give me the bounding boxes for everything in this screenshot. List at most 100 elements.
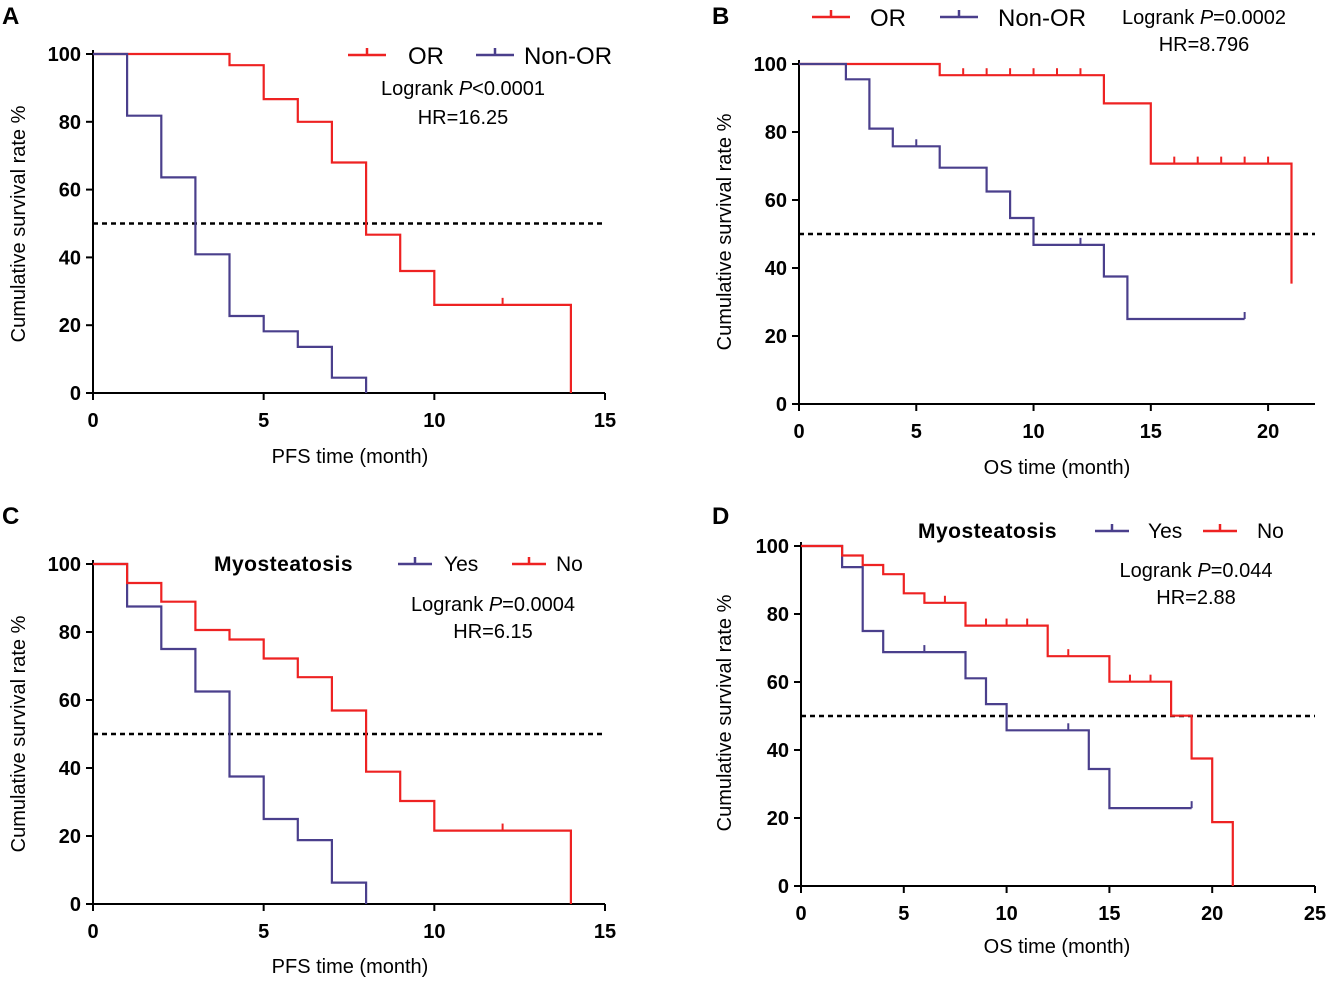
x-tick-label: 15 — [1098, 903, 1120, 925]
legend-label: No — [556, 553, 583, 576]
y-tick-label: 40 — [59, 758, 81, 780]
logrank-text: Logrank P<0.0001 — [381, 78, 545, 100]
survival-curve-yes — [93, 562, 368, 904]
survival-curve-or — [93, 52, 572, 393]
y-tick-label: 0 — [778, 876, 789, 898]
legend-title: Myosteatosis — [214, 553, 353, 576]
x-tick-label: 0 — [795, 903, 806, 925]
hazard-ratio-text: HR=8.796 — [1159, 34, 1250, 56]
x-tick-label: 10 — [423, 410, 445, 432]
logrank-label: Logrank — [1120, 560, 1198, 582]
x-axis-title: OS time (month) — [984, 936, 1131, 958]
logrank-label: Logrank — [1122, 7, 1200, 29]
y-axis-title: Cumulative survival rate % — [8, 105, 30, 342]
y-tick-label: 100 — [754, 54, 787, 76]
legend-title: Myosteatosis — [918, 520, 1057, 543]
logrank-text: Logrank P=0.0004 — [411, 594, 575, 616]
logrank-p-symbol: P — [1200, 7, 1214, 29]
x-tick-label: 0 — [87, 921, 98, 943]
x-tick-label: 25 — [1304, 903, 1326, 925]
legend: Myosteatosis Yes No — [918, 520, 1284, 543]
panel-letter: C — [2, 503, 19, 530]
legend: Myosteatosis Yes No — [214, 553, 583, 576]
y-tick-label: 40 — [767, 740, 789, 762]
logrank-p-value: =0.044 — [1211, 560, 1273, 582]
x-tick-label: 10 — [995, 903, 1017, 925]
x-tick-label: 5 — [258, 410, 269, 432]
x-tick-label: 10 — [423, 921, 445, 943]
legend-label: No — [1257, 520, 1284, 543]
logrank-text: Logrank P=0.044 — [1120, 560, 1273, 582]
y-tick-label: 20 — [59, 315, 81, 337]
y-tick-label: 40 — [765, 258, 787, 280]
x-axis-title: OS time (month) — [984, 457, 1131, 479]
x-tick-label: 0 — [793, 421, 804, 443]
hazard-ratio-text: HR=16.25 — [418, 107, 509, 129]
legend-label: Non-OR — [998, 5, 1086, 32]
logrank-label: Logrank — [411, 594, 489, 616]
y-axis-title: Cumulative survival rate % — [8, 615, 30, 852]
legend-label: Yes — [1148, 520, 1182, 543]
y-tick-label: 100 — [756, 536, 789, 558]
logrank-text: Logrank P=0.0002 — [1122, 7, 1286, 29]
y-tick-label: 20 — [767, 808, 789, 830]
legend-label: OR — [870, 5, 906, 32]
y-tick-label: 100 — [48, 44, 81, 66]
y-tick-label: 80 — [59, 112, 81, 134]
logrank-label: Logrank — [381, 78, 459, 100]
x-tick-label: 15 — [594, 921, 616, 943]
y-axis-title: Cumulative survival rate % — [714, 113, 736, 350]
x-tick-label: 5 — [258, 921, 269, 943]
survival-curve-no — [93, 562, 572, 904]
logrank-p-value: =0.0002 — [1213, 7, 1286, 29]
x-axis-title: PFS time (month) — [272, 446, 429, 468]
y-tick-label: 0 — [776, 394, 787, 416]
logrank-p-symbol: P — [459, 78, 473, 100]
legend: OR Non-OR — [348, 43, 612, 70]
survival-curve-no — [801, 544, 1234, 886]
y-tick-label: 100 — [48, 554, 81, 576]
survival-curve-or — [799, 62, 1293, 284]
panel-c: C 0 20 40 60 80 100 0 5 10 15 PFS time (month) Cumul… — [2, 503, 616, 978]
x-tick-label: 0 — [87, 410, 98, 432]
legend-label: Yes — [444, 553, 478, 576]
y-tick-label: 20 — [765, 326, 787, 348]
y-tick-label: 60 — [59, 180, 81, 202]
x-tick-label: 20 — [1201, 903, 1223, 925]
y-tick-label: 0 — [70, 894, 81, 916]
hazard-ratio-text: HR=2.88 — [1156, 587, 1236, 609]
logrank-p-symbol: P — [489, 594, 503, 616]
logrank-p-value: <0.0001 — [472, 78, 545, 100]
survival-curve-non-or — [799, 62, 1245, 321]
y-tick-label: 60 — [765, 190, 787, 212]
x-tick-label: 5 — [898, 903, 909, 925]
x-tick-label: 5 — [911, 421, 922, 443]
y-tick-label: 20 — [59, 826, 81, 848]
x-axis-title: PFS time (month) — [272, 956, 429, 978]
hazard-ratio-text: HR=6.15 — [453, 621, 533, 643]
y-tick-label: 0 — [70, 383, 81, 405]
panel-letter: A — [2, 3, 19, 30]
survival-curve-non-or — [93, 52, 368, 393]
survival-curve-yes — [801, 544, 1192, 810]
y-tick-label: 60 — [767, 672, 789, 694]
logrank-p-value: =0.0004 — [502, 594, 575, 616]
y-tick-label: 40 — [59, 247, 81, 269]
panel-d: D 0 20 40 60 80 100 0 5 10 15 20 25 OS time (month) Cu… — [712, 503, 1326, 958]
logrank-p-symbol: P — [1197, 560, 1211, 582]
panel-b: B 0 20 40 60 80 100 0 5 10 15 20 OS time (month) Cumu… — [712, 3, 1315, 479]
panel-letter: D — [712, 503, 729, 530]
y-tick-label: 80 — [59, 622, 81, 644]
legend-label: OR — [408, 43, 444, 70]
y-axis-title: Cumulative survival rate % — [714, 594, 736, 831]
legend-label: Non-OR — [524, 43, 612, 70]
x-tick-label: 10 — [1022, 421, 1044, 443]
y-tick-label: 80 — [767, 604, 789, 626]
panel-a: A 0 20 40 60 80 100 0 5 10 15 PFS time (month) Cumul… — [2, 3, 616, 468]
panel-letter: B — [712, 3, 729, 30]
x-tick-label: 15 — [1140, 421, 1162, 443]
legend: OR Non-OR — [812, 5, 1086, 32]
x-tick-label: 15 — [594, 410, 616, 432]
y-tick-label: 80 — [765, 122, 787, 144]
